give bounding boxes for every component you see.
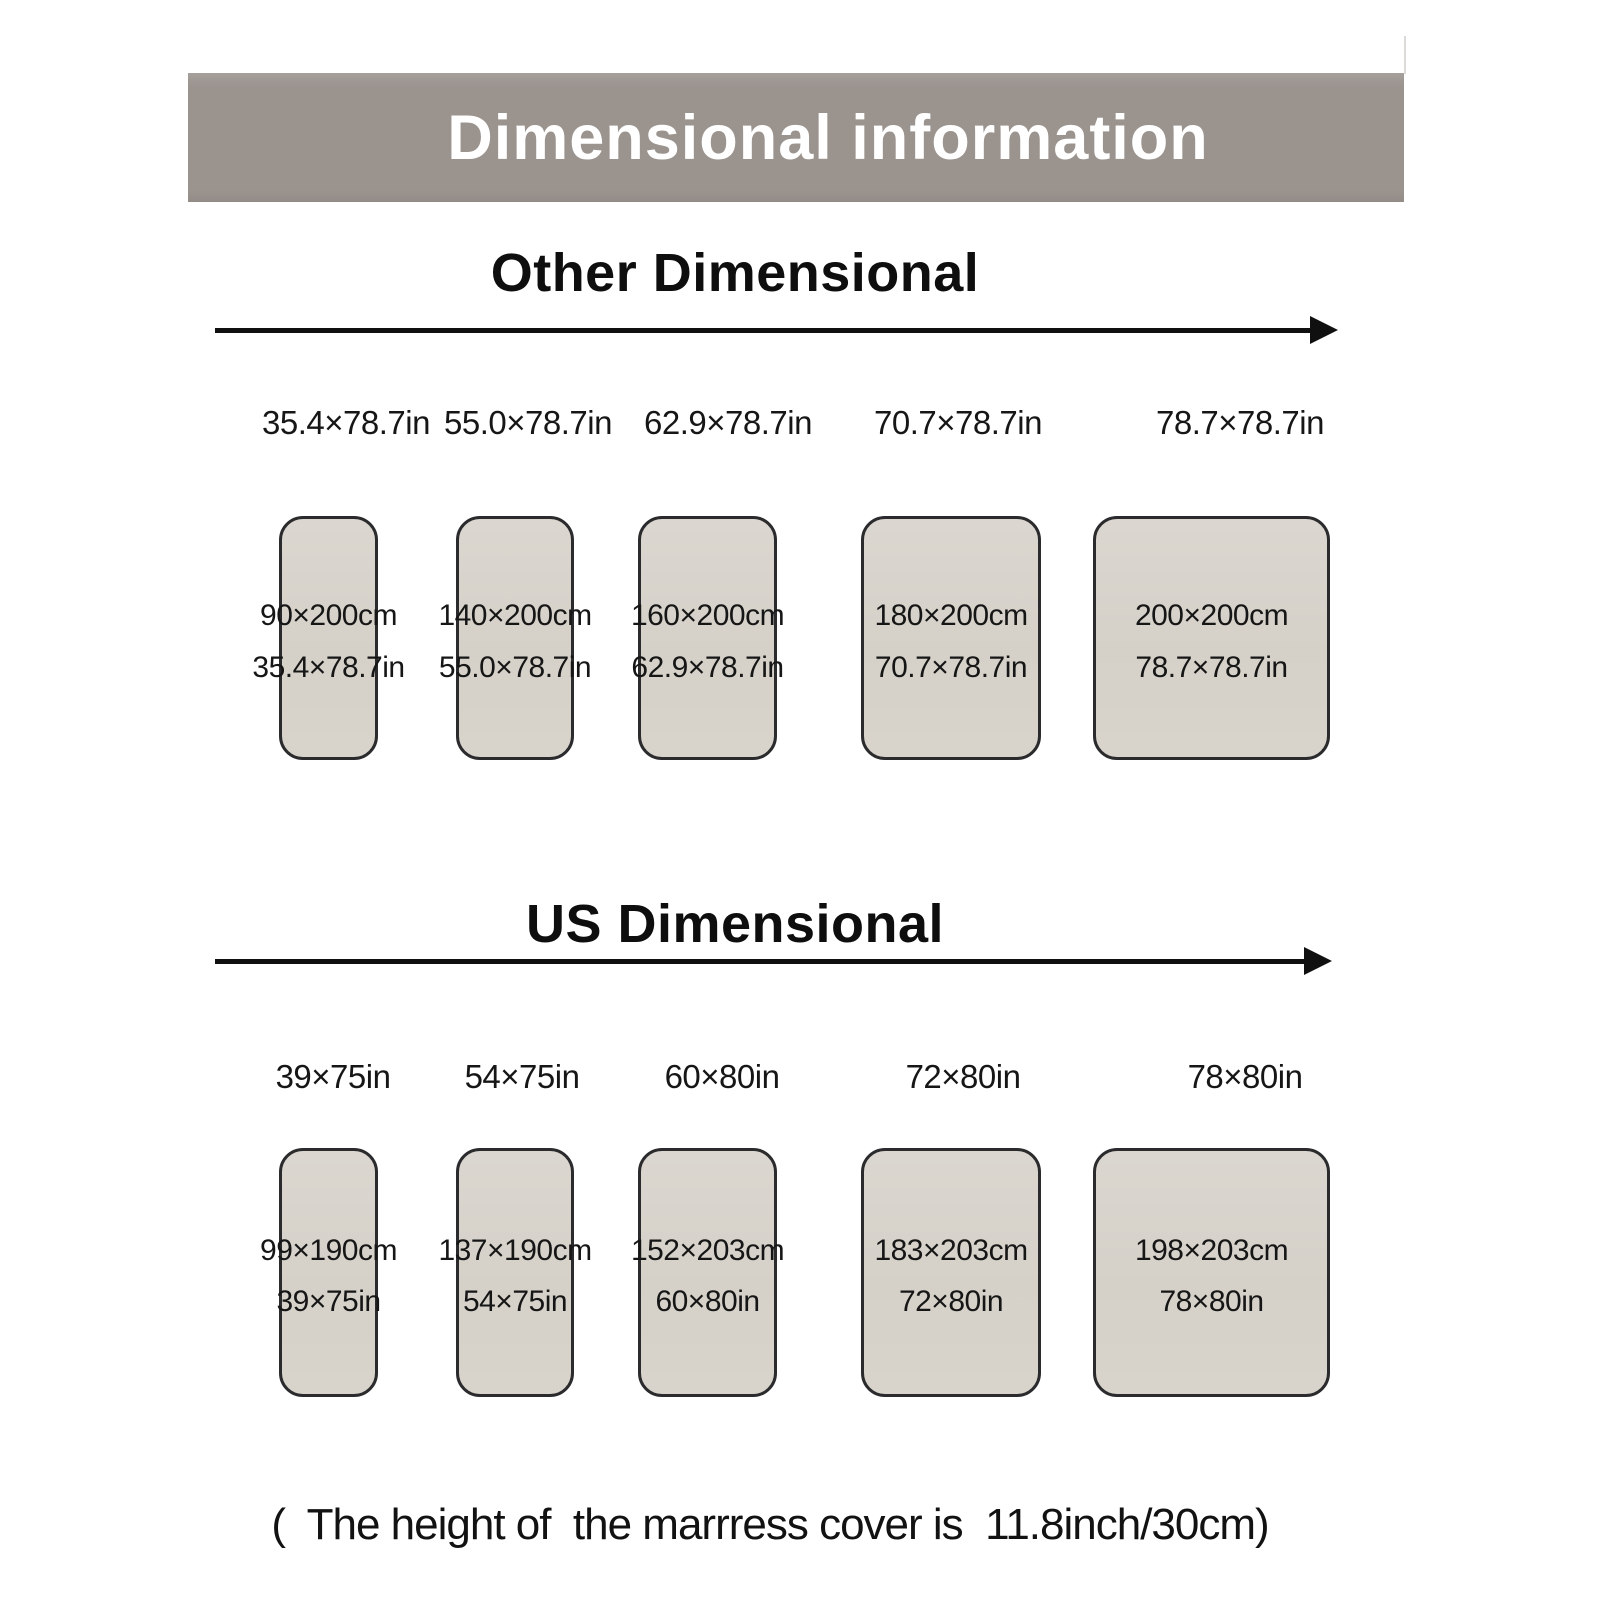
size-label: 54×75in bbox=[464, 1058, 580, 1095]
mattress-swatch: 198×203cm 78×80in bbox=[1093, 1148, 1330, 1397]
size-label: 62.9×78.7in bbox=[644, 404, 812, 441]
mattress-swatch: 180×200cm 70.7×78.7in bbox=[861, 516, 1041, 760]
mattress-swatch: 152×203cm 60×80in bbox=[631, 1148, 785, 1397]
mattress-swatch: 137×190cm 54×75in bbox=[438, 1148, 592, 1397]
mattress-swatch: 183×203cm 72×80in bbox=[861, 1148, 1041, 1397]
size-cm: 137×190cm bbox=[438, 1233, 592, 1267]
size-label: 39×75in bbox=[275, 1058, 391, 1095]
size-label: 78×80in bbox=[1187, 1058, 1303, 1095]
mattress-swatch: 200×200cm 78.7×78.7in bbox=[1093, 516, 1330, 760]
footnote: ( The height of the marrress cover is 11… bbox=[271, 1500, 1269, 1549]
size-cm: 198×203cm bbox=[1134, 1233, 1289, 1267]
size-in: 35.4×78.7in bbox=[252, 650, 405, 684]
right-arrow-us bbox=[215, 947, 1332, 975]
size-cm: 99×190cm bbox=[260, 1233, 397, 1267]
size-in: 39×75in bbox=[276, 1285, 381, 1318]
size-in: 62.9×78.7in bbox=[631, 650, 784, 684]
mattress-swatch: 90×200cm 35.4×78.7in bbox=[252, 516, 405, 760]
banner: Dimensional information bbox=[188, 73, 1404, 202]
size-cm: 200×200cm bbox=[1134, 599, 1289, 632]
size-label: 78.7×78.7in bbox=[1156, 404, 1324, 441]
size-in: 70.7×78.7in bbox=[874, 650, 1028, 684]
size-label: 60×80in bbox=[664, 1058, 780, 1095]
size-label: 35.4×78.7in bbox=[262, 404, 430, 441]
size-label: 70.7×78.7in bbox=[874, 404, 1042, 441]
mattress-swatch: 160×200cm 62.9×78.7in bbox=[631, 516, 785, 760]
section-heading-us: US Dimensional bbox=[525, 894, 945, 954]
size-label: 55.0×78.7in bbox=[444, 404, 612, 441]
mattress-swatch: 99×190cm 39×75in bbox=[260, 1148, 397, 1397]
banner-title: Dimensional information bbox=[447, 102, 1209, 173]
page-edge-line bbox=[1404, 36, 1406, 74]
right-arrow-other bbox=[215, 316, 1338, 344]
size-in: 54×75in bbox=[462, 1285, 568, 1318]
mattress-swatch: 140×200cm 55.0×78.7in bbox=[438, 516, 592, 760]
section-heading-other: Other Dimensional bbox=[490, 243, 980, 303]
size-cm: 140×200cm bbox=[438, 599, 592, 632]
size-cm: 152×203cm bbox=[630, 1233, 785, 1267]
size-in: 78.7×78.7in bbox=[1135, 650, 1288, 684]
size-cm: 160×200cm bbox=[630, 599, 785, 632]
size-in: 72×80in bbox=[898, 1285, 1004, 1318]
size-cm: 180×200cm bbox=[874, 599, 1028, 632]
size-cm: 90×200cm bbox=[260, 599, 397, 632]
size-cm: 183×203cm bbox=[874, 1233, 1028, 1267]
size-in: 78×80in bbox=[1159, 1285, 1264, 1318]
size-in: 55.0×78.7in bbox=[438, 650, 592, 684]
size-label: 72×80in bbox=[905, 1058, 1021, 1095]
size-in: 60×80in bbox=[655, 1285, 760, 1318]
